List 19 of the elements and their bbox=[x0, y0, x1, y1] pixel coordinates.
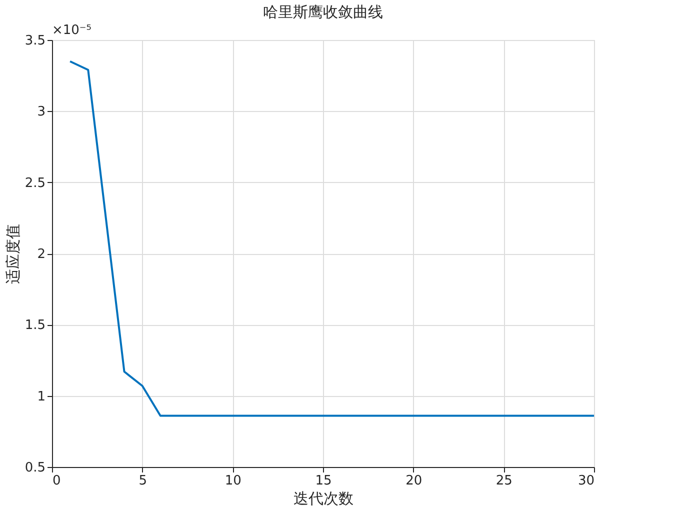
chart-title: 哈里斯鹰收敛曲线 bbox=[263, 3, 383, 21]
y-tick-label: 2.5 bbox=[24, 176, 46, 191]
y-tick-label: 1 bbox=[37, 389, 46, 404]
x-tick-label: 0 bbox=[52, 474, 61, 488]
x-tick-label: 25 bbox=[496, 474, 512, 488]
line-series bbox=[69, 60, 595, 417]
y-axis-title: 适应度值 bbox=[4, 224, 22, 284]
x-axis-title: 迭代次数 bbox=[294, 490, 354, 508]
y-tick-label: 1.5 bbox=[24, 318, 46, 334]
x-tick-label: 10 bbox=[224, 474, 242, 488]
text: ×10⁻⁵ bbox=[52, 23, 92, 38]
x-tick-label: 30 bbox=[578, 474, 594, 488]
y-tick-label: 3 bbox=[37, 104, 46, 120]
y-tick-label: 3.5 bbox=[24, 34, 46, 48]
x-tick-label: 5 bbox=[138, 474, 147, 488]
x-tick-label: 20 bbox=[406, 474, 422, 488]
y-tick-label: 0.5 bbox=[24, 460, 46, 476]
x-tick-label: 15 bbox=[315, 474, 332, 488]
y-tick-label: 2 bbox=[37, 247, 46, 262]
